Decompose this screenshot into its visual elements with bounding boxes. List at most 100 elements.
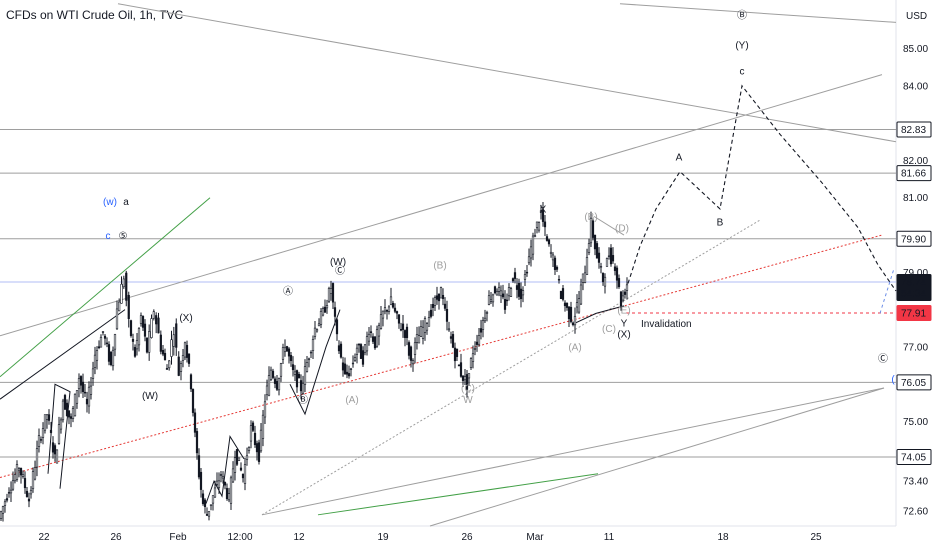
candle-body <box>549 251 553 255</box>
candle-body <box>189 374 193 390</box>
candle-body <box>91 368 95 379</box>
candle-body <box>451 334 455 348</box>
candle-body <box>157 317 160 334</box>
wave-label: Y <box>621 318 628 329</box>
y-tick-label: 79.00 <box>903 268 928 279</box>
candle-body <box>315 329 319 332</box>
trend-line[interactable] <box>429 387 885 527</box>
candle-body <box>277 378 281 391</box>
candle-body <box>233 457 237 473</box>
price-badge-value: 79.90 <box>901 234 926 245</box>
candle-body <box>73 393 77 417</box>
candle-body <box>413 342 417 355</box>
trend-line[interactable] <box>619 3 897 23</box>
dotted-trend-line[interactable] <box>261 219 761 516</box>
candle-body <box>251 422 255 431</box>
trend-line[interactable] <box>117 3 897 143</box>
candle-body <box>493 286 497 294</box>
candle-body <box>81 381 85 393</box>
x-tick-label: 26 <box>110 532 122 543</box>
y-tick-label: 73.40 <box>903 477 928 488</box>
y-tick-label: 84.00 <box>903 81 928 92</box>
candle-body <box>305 362 309 372</box>
candle-body <box>221 476 225 479</box>
candle-body <box>219 474 223 476</box>
candle-body <box>421 326 425 339</box>
trend-line[interactable] <box>0 309 126 400</box>
candle-body <box>389 296 393 306</box>
candle-body <box>511 278 515 282</box>
trend-line[interactable] <box>317 473 599 516</box>
candle-body <box>87 386 91 407</box>
candle-body <box>120 283 123 304</box>
candle-body <box>453 347 457 362</box>
candle-body <box>25 490 29 498</box>
candle-body <box>369 331 373 333</box>
price-badge <box>896 448 932 465</box>
candle-body <box>179 363 183 372</box>
candle-body <box>267 375 271 396</box>
candle-body <box>601 273 605 283</box>
candle-body <box>9 489 13 494</box>
candle-body <box>507 287 511 297</box>
candle-body <box>193 412 197 433</box>
wave-label: (C) <box>602 324 616 335</box>
x-tick-label: 12 <box>293 532 305 543</box>
candle-body <box>469 358 473 369</box>
candle-body <box>15 464 19 480</box>
candle-body <box>239 467 243 471</box>
wave-label: (Y) <box>735 40 748 51</box>
wave-label: (D) <box>615 223 629 234</box>
candle-body <box>397 314 401 324</box>
candle-body <box>275 381 279 390</box>
candle-body <box>565 302 569 308</box>
candle-body <box>465 374 469 390</box>
candle-body <box>625 284 629 291</box>
candle-body <box>19 467 23 476</box>
candle-body <box>291 364 295 371</box>
candle-body <box>555 266 559 270</box>
price-badge <box>896 230 932 247</box>
candle-body <box>357 343 361 346</box>
candle-body <box>273 378 277 384</box>
y-tick-label: 72.60 <box>903 507 928 518</box>
candle-body <box>161 349 165 355</box>
candle-body <box>461 375 465 381</box>
chart-title: CFDs on WTI Crude Oil, 1h, TVC <box>6 8 184 22</box>
candle-body <box>561 288 565 300</box>
candle-body <box>99 336 103 348</box>
x-tick-label: 12:00 <box>227 532 252 543</box>
trend-line[interactable] <box>0 74 883 337</box>
candle-body <box>385 309 389 312</box>
candle-body <box>483 317 487 322</box>
candle-body <box>367 333 371 342</box>
candle-body <box>537 222 541 231</box>
price-badge-value: 82.83 <box>901 125 926 136</box>
candle-body <box>257 442 261 462</box>
wave-label: (A) <box>345 395 358 406</box>
trend-line[interactable] <box>0 197 211 378</box>
candle-body <box>95 350 99 361</box>
candle-body <box>152 311 155 319</box>
candle-body <box>55 449 59 464</box>
candle-body <box>133 347 137 357</box>
candle-body <box>43 414 47 431</box>
candle-body <box>113 334 117 350</box>
candle-body <box>441 294 445 299</box>
candle-body <box>621 295 625 301</box>
candle-body <box>339 343 343 358</box>
candle-body <box>543 221 547 228</box>
dotted-trend-line[interactable] <box>0 234 883 478</box>
projection-path <box>627 84 897 292</box>
wave-label: (W) <box>142 391 158 402</box>
candle-body <box>435 295 439 300</box>
candle-body <box>439 287 443 299</box>
candle-body <box>75 390 79 404</box>
trend-line[interactable] <box>593 215 625 236</box>
candle-body <box>47 414 51 421</box>
candle-body <box>399 328 403 331</box>
price-badge <box>896 165 932 182</box>
trend-line[interactable] <box>261 387 885 516</box>
candle-body <box>519 288 523 300</box>
